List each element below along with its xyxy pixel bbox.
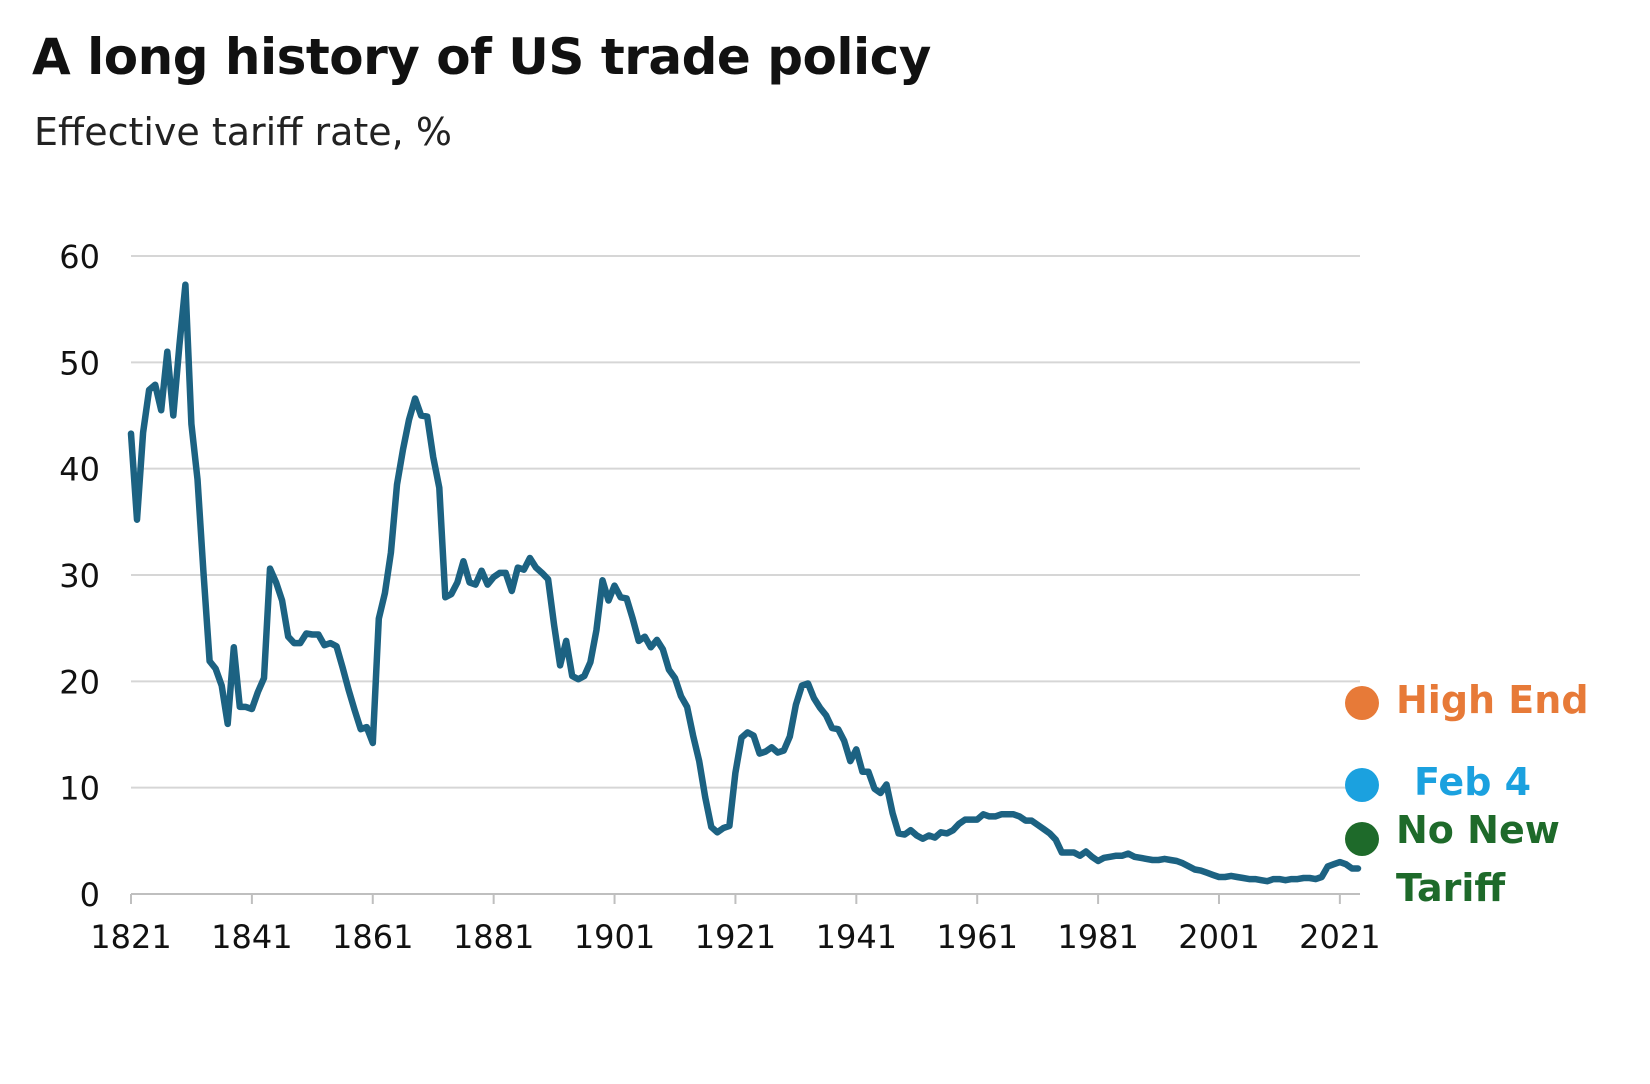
x-tick-label: 2021 [1299,918,1380,956]
x-axis-tick-labels: 1821 1841 1861 1881 1901 1921 1941 1961 1981 2001… [90,918,1380,956]
x-tick-label: 1921 [695,918,776,956]
legend-label-none: Tariff [1396,866,1506,910]
x-tick-label: 1961 [936,918,1017,956]
x-tick-label: 1981 [1057,918,1138,956]
chart-subtitle: Effective tariff rate, % [34,110,452,154]
legend-label-high: High End [1396,678,1589,722]
y-tick-label: 20 [59,663,100,701]
legend-label-feb4: Feb 4 [1414,760,1531,804]
legend-marker-high [1345,686,1379,720]
y-axis-tick-labels: 0 10 20 30 40 50 60 [59,238,100,914]
gridlines [131,255,1360,789]
chart-title: A long history of US trade policy [32,28,931,86]
y-tick-label: 40 [59,451,100,489]
y-tick-label: 60 [59,238,100,276]
series-group [127,281,1362,885]
x-tick-label: 1821 [90,918,171,956]
x-tick-label: 1901 [574,918,655,956]
x-tick-label: 1841 [211,918,292,956]
y-tick-label: 50 [59,344,100,382]
y-tick-label: 30 [59,557,100,595]
x-tick-label: 2001 [1178,918,1259,956]
x-tick-label: 1881 [453,918,534,956]
y-tick-label: 0 [80,876,100,914]
y-tick-label: 10 [59,770,100,808]
x-tick-label: 1941 [816,918,897,956]
series-line [127,281,1362,885]
legend-marker-none [1345,822,1379,856]
legend: High End Feb 4No New Tariff [1345,678,1589,910]
x-axis [130,893,1360,904]
x-tick-label: 1861 [332,918,413,956]
legend-marker-feb4 [1345,768,1379,802]
legend-label-none: No New [1396,808,1560,852]
